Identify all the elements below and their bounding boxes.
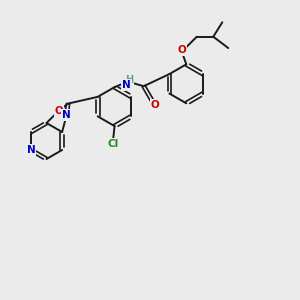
Text: N: N (62, 110, 71, 120)
Text: Cl: Cl (107, 139, 119, 149)
Text: O: O (177, 45, 186, 55)
Text: H: H (125, 75, 134, 85)
Text: N: N (122, 80, 131, 90)
Text: O: O (151, 100, 160, 110)
Text: N: N (26, 145, 35, 155)
Text: O: O (54, 106, 63, 116)
